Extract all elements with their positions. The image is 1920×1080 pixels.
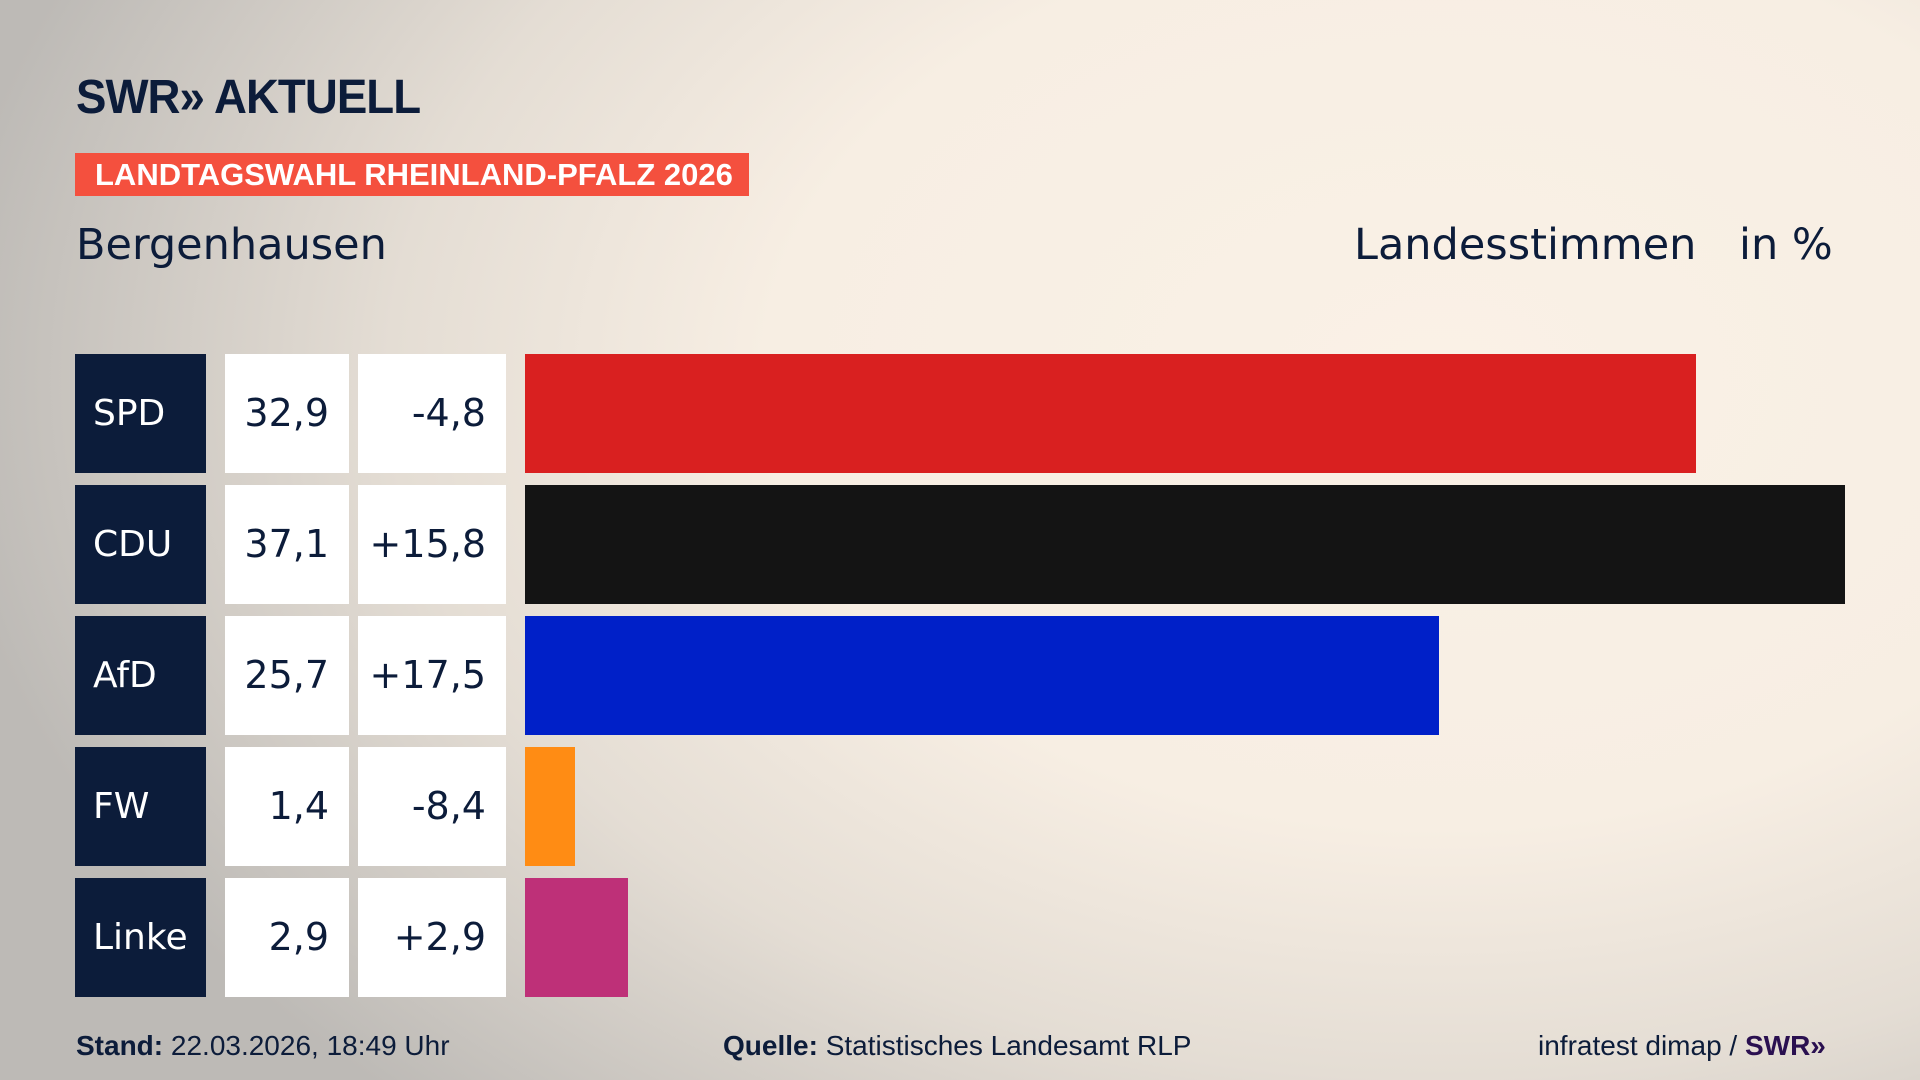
credit: infratest dimap / SWR» [1538, 1030, 1826, 1062]
stand-value: 22.03.2026, 18:49 Uhr [170, 1030, 450, 1061]
result-row: Linke 2,9 +2,9 [0, 878, 1920, 997]
credit-brand: SWR» [1744, 1030, 1826, 1061]
value-label: 2,9 [225, 878, 349, 997]
party-label: Linke [75, 878, 206, 997]
change-label: +15,8 [358, 485, 506, 604]
change-label: -4,8 [358, 354, 506, 473]
stand-label: Stand: [76, 1030, 164, 1061]
bar-linke [525, 878, 629, 997]
value-label: 37,1 [225, 485, 349, 604]
change-label: +17,5 [358, 616, 506, 735]
result-row: CDU 37,1 +15,8 [0, 485, 1920, 604]
election-badge: LANDTAGSWAHL RHEINLAND-PFALZ 2026 [75, 153, 749, 196]
party-label: CDU [75, 485, 206, 604]
swr-aktuell-logo: SWR» AKTUELL [76, 71, 421, 124]
source-info: Quelle: Statistisches Landesamt RLP [723, 1030, 1191, 1062]
unit-label: in % [1739, 220, 1833, 270]
result-row: FW 1,4 -8,4 [0, 747, 1920, 866]
source-value: Statistisches Landesamt RLP [825, 1030, 1192, 1061]
source-label: Quelle: [723, 1030, 818, 1061]
stand-info: Stand: 22.03.2026, 18:49 Uhr [76, 1030, 450, 1062]
change-label: +2,9 [358, 878, 506, 997]
bar-spd [525, 354, 1696, 473]
credit-text: infratest dimap / [1538, 1030, 1738, 1061]
party-label: AfD [75, 616, 206, 735]
change-label: -8,4 [358, 747, 506, 866]
bar-fw [525, 747, 575, 866]
bar-afd [525, 616, 1440, 735]
value-label: 32,9 [225, 354, 349, 473]
result-row: AfD 25,7 +17,5 [0, 616, 1920, 735]
place-title: Bergenhausen [76, 220, 387, 270]
bar-cdu [525, 485, 1845, 604]
value-label: 1,4 [225, 747, 349, 866]
result-row: SPD 32,9 -4,8 [0, 354, 1920, 473]
party-label: SPD [75, 354, 206, 473]
value-label: 25,7 [225, 616, 349, 735]
party-label: FW [75, 747, 206, 866]
metric-label: Landesstimmen [1354, 220, 1697, 270]
